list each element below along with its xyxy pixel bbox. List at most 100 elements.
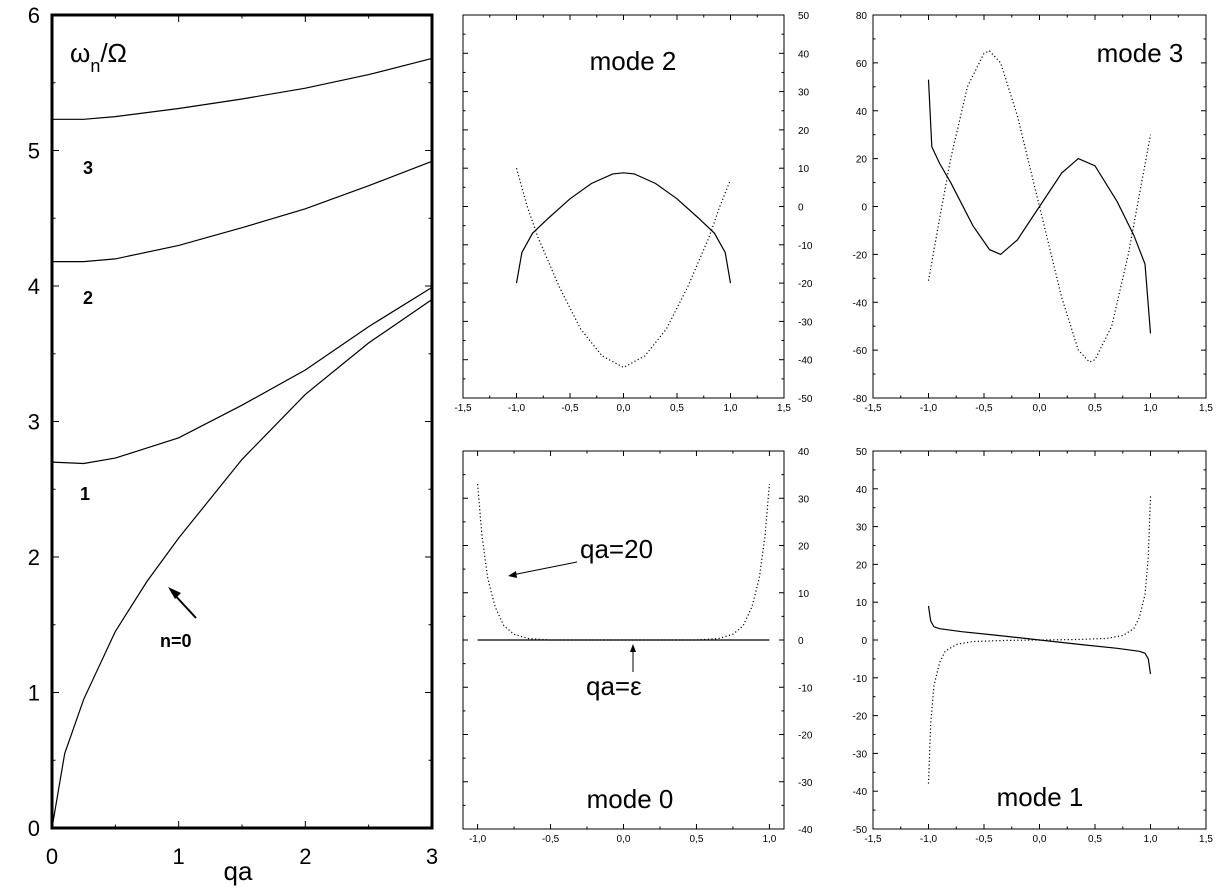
curve-label: n=0 — [160, 631, 192, 651]
y-tick-label: 5 — [28, 139, 40, 164]
y-tick-label: -20 — [853, 250, 868, 261]
y-tick-label: -40 — [853, 787, 868, 798]
y-tick-label: -20 — [853, 712, 868, 723]
x-tick-label: -0,5 — [975, 834, 993, 845]
y-tick-label: 20 — [856, 155, 868, 166]
x-tick-label: 1,0 — [1144, 403, 1158, 414]
y-tick-label: 20 — [798, 126, 810, 137]
series-line-0 — [515, 172, 732, 284]
y-tick-label: 1 — [28, 681, 40, 706]
series-line-0 — [927, 79, 1152, 334]
series-line-3 — [52, 57, 433, 120]
x-tick-label: -1,5 — [864, 834, 882, 845]
x-tick-label: 0,5 — [670, 403, 684, 414]
y-tick-label: 50 — [856, 447, 868, 458]
x-tick-label: -1,0 — [508, 403, 526, 414]
y-tick-label: 30 — [798, 494, 810, 505]
y-tick-label: -10 — [853, 674, 868, 685]
y-tick-label: 10 — [856, 598, 868, 609]
y-tick-label: 50 — [798, 11, 810, 22]
x-tick-label: 0,0 — [617, 834, 631, 845]
x-axis-label: qa — [224, 856, 253, 886]
series-line-1 — [51, 286, 433, 465]
x-tick-label: -1,0 — [469, 834, 487, 845]
n0-arrow-head — [168, 587, 181, 599]
series-line-1 — [927, 496, 1152, 784]
x-tick-label: 1,0 — [1144, 834, 1158, 845]
y-tick-label: 0 — [798, 636, 804, 647]
curve-label: 1 — [80, 484, 90, 504]
x-tick-label: 1,0 — [724, 403, 738, 414]
curve-label: 3 — [83, 158, 93, 178]
qa20-arrow-line — [511, 561, 578, 576]
x-tick-label: 0,5 — [690, 834, 704, 845]
series-line-1 — [515, 168, 732, 369]
x-tick-label: -0,5 — [975, 403, 993, 414]
panel-title: mode 3 — [1097, 38, 1184, 68]
qa20-arrow-head — [508, 571, 517, 578]
x-tick-label: -1,5 — [454, 403, 472, 414]
y-tick-label: -60 — [853, 346, 868, 357]
y-tick-label: 80 — [856, 11, 868, 22]
x-tick-label: 2 — [299, 844, 311, 869]
x-tick-label: 0,5 — [1088, 403, 1102, 414]
plot-frame — [50, 13, 434, 830]
y-tick-label: 0 — [861, 203, 867, 214]
x-tick-label: 1 — [173, 844, 185, 869]
y-tick-label: -10 — [798, 683, 813, 694]
y-tick-label: 40 — [798, 447, 810, 458]
series-line-1 — [927, 50, 1152, 363]
y-tick-label: -40 — [798, 825, 813, 836]
x-tick-label: 1,0 — [762, 834, 776, 845]
mode-0-panel: -1,0 -0,5 0,0 0,5 1,0 -40 -30 -20 -10 0 10 20 30 40 mo… — [462, 447, 813, 845]
y-tick-label: 40 — [856, 107, 868, 118]
y-axis-label: ωn/Ω — [70, 38, 127, 76]
x-tick-label: 1,5 — [777, 403, 791, 414]
y-tick-label: 10 — [798, 164, 810, 175]
mode-2-panel: -1,5 -1,0 -0,5 0,0 0,5 1,0 1,5 -50 -40 -30 -20 -10 0… — [454, 11, 813, 414]
y-tick-label: 40 — [856, 485, 868, 496]
y-tick-label: 3 — [28, 410, 40, 435]
series-line-2 — [52, 160, 433, 263]
mode-3-panel: -1,5 -1,0 -0,5 0,0 0,5 1,0 1,5 -80 -60 -40 -20 0 20 4… — [853, 11, 1214, 414]
dispersion-panel: 0 1 2 3 0 1 2 3 4 5 6 ωn/Ω qa n=0 1 2 3 — [28, 3, 438, 886]
annotation-qa20: qa=20 — [580, 534, 653, 564]
y-tick-label: -50 — [853, 825, 868, 836]
x-tick-label: 0,0 — [1033, 403, 1047, 414]
x-tick-label: -1,0 — [920, 834, 938, 845]
y-tick-label: -10 — [798, 241, 813, 252]
x-tick-label: -1,0 — [920, 403, 938, 414]
y-tick-label: 20 — [798, 542, 810, 553]
series-line-n-0 — [51, 299, 433, 829]
y-tick-label: 40 — [798, 49, 810, 60]
y-tick-label: -40 — [853, 298, 868, 309]
qa-epsilon-arrow-head — [630, 644, 636, 652]
y-tick-label: -30 — [798, 778, 813, 789]
annotation-qa-epsilon: qa=ε — [586, 671, 642, 701]
x-tick-label: 1,5 — [1199, 403, 1213, 414]
y-tick-label: 30 — [856, 523, 868, 534]
panel-title: mode 1 — [997, 782, 1084, 812]
y-tick-label: 0 — [798, 203, 804, 214]
x-tick-label: 3 — [426, 844, 438, 869]
y-tick-label: -50 — [798, 394, 813, 405]
x-tick-label: -0,5 — [542, 834, 560, 845]
curve-label: 2 — [83, 288, 93, 308]
y-tick-label: 0 — [28, 816, 40, 841]
x-tick-label: -0,5 — [561, 403, 579, 414]
y-tick-label: 20 — [856, 560, 868, 571]
x-tick-label: 0,0 — [617, 403, 631, 414]
y-tick-label: -20 — [798, 731, 813, 742]
x-tick-label: 0,0 — [1033, 834, 1047, 845]
x-tick-label: -1,5 — [864, 403, 882, 414]
y-tick-label: -30 — [798, 317, 813, 328]
mode-1-panel: -1,5 -1,0 -0,5 0,0 0,5 1,0 1,5 -50 -40 -30 -20 -10 0… — [853, 447, 1214, 845]
y-tick-label: 6 — [28, 3, 40, 28]
x-tick-label: 0 — [46, 844, 58, 869]
panel-title: mode 2 — [590, 46, 677, 76]
y-tick-label: -40 — [798, 356, 813, 367]
x-tick-label: 1,5 — [1199, 834, 1213, 845]
y-tick-label: 10 — [798, 589, 810, 600]
y-tick-label: -80 — [853, 394, 868, 405]
